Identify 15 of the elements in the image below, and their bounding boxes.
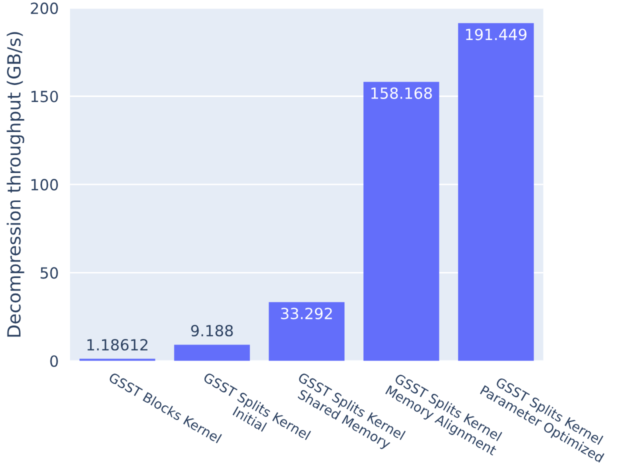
data-label: 9.188 [191,324,233,336]
y-tick-label: 200 [30,2,58,14]
bar [363,82,440,361]
y-tick-label: 100 [31,178,58,190]
bar [174,344,250,361]
bar [268,302,345,361]
data-label: 1.18612 [87,338,148,351]
y-tick-label: 0 [50,355,58,367]
y-tick-label: 50 [40,267,58,279]
y-axis-title: Decompression throughput (GB/s) [6,32,24,337]
data-label: 158.168 [371,87,432,99]
data-label: 191.449 [466,28,526,40]
data-label: 33.292 [281,308,332,320]
bar [458,23,534,361]
y-tick-label: 150 [31,90,58,102]
